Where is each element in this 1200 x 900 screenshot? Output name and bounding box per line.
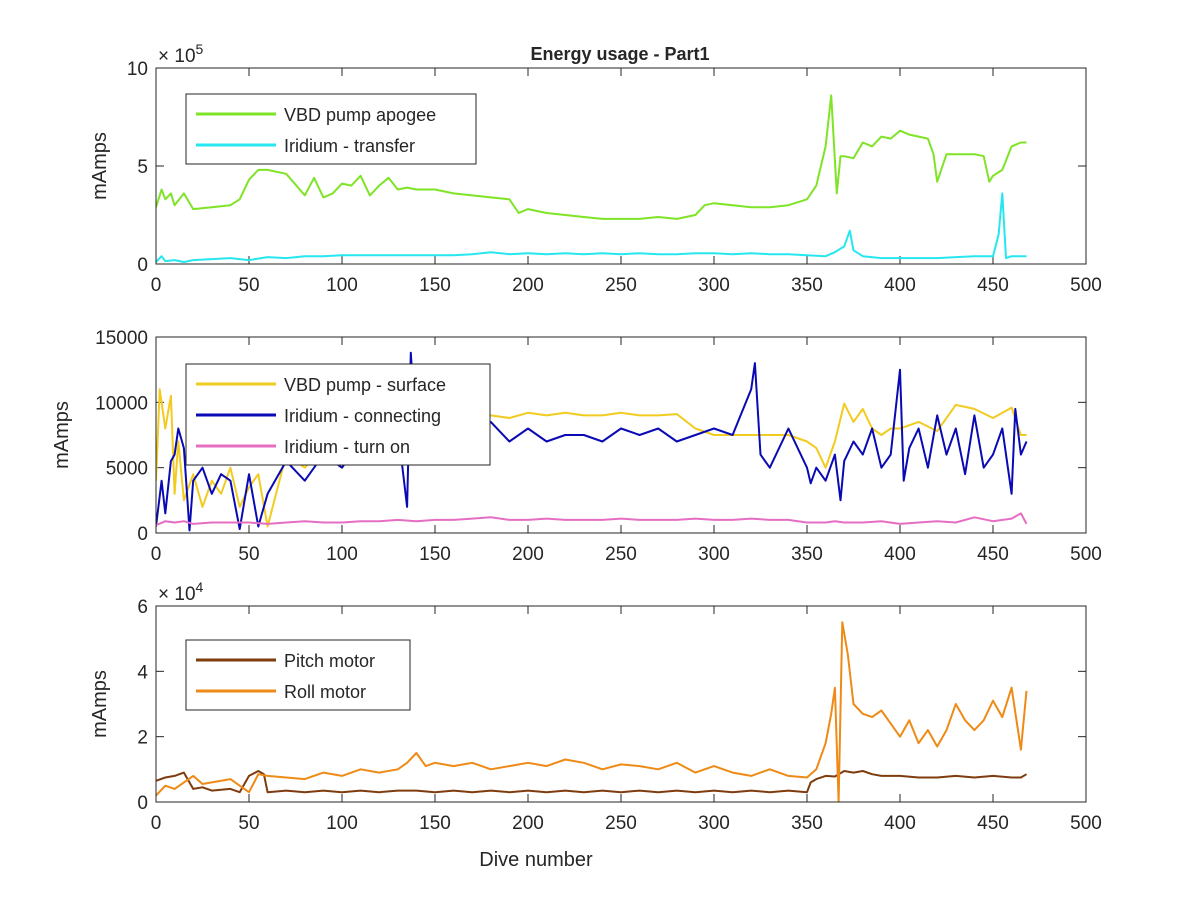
x-tick-label: 400 bbox=[884, 813, 916, 834]
legend: Pitch motor Roll motor bbox=[185, 639, 411, 711]
legend-entry: VBD pump - surface bbox=[284, 375, 446, 395]
x-tick-label: 250 bbox=[605, 813, 637, 834]
y-tick-label: 0 bbox=[137, 793, 148, 814]
y-tick-label: 5 bbox=[137, 157, 148, 178]
legend-box bbox=[185, 93, 477, 165]
x-tick-label: 400 bbox=[884, 544, 916, 565]
x-axis-label: Dive number bbox=[479, 849, 593, 871]
series-vbd-pump-apogee bbox=[156, 94, 1027, 220]
x-tick-label: 500 bbox=[1070, 544, 1102, 565]
legend-entry: Iridium - transfer bbox=[284, 136, 415, 156]
x-tick-label: 0 bbox=[151, 544, 162, 565]
legend-entry: Iridium - connecting bbox=[284, 406, 441, 426]
subplot-3: 0 50 100 150 200 250 300 350 400 450 500 0 2 4 6 × 104 m… bbox=[89, 579, 1102, 871]
axes-box bbox=[155, 605, 1087, 803]
x-tick-label: 300 bbox=[698, 275, 730, 296]
x-tick-label: 350 bbox=[791, 275, 823, 296]
y-tick-label: 0 bbox=[137, 255, 148, 276]
x-tick-label: 450 bbox=[977, 275, 1009, 296]
x-tick-label: 400 bbox=[884, 275, 916, 296]
y-tick-label: 6 bbox=[137, 597, 148, 618]
y-tick-label: 0 bbox=[137, 524, 148, 545]
x-tick-label: 350 bbox=[791, 544, 823, 565]
x-tick-label: 50 bbox=[238, 544, 259, 565]
x-tick-label: 150 bbox=[419, 544, 451, 565]
x-tick-label: 500 bbox=[1070, 813, 1102, 834]
x-tick-label: 350 bbox=[791, 813, 823, 834]
x-tick-label: 450 bbox=[977, 813, 1009, 834]
series-iridium-connecting bbox=[156, 351, 1028, 532]
exponent-label: × 104 bbox=[158, 579, 204, 605]
x-tick-label: 50 bbox=[238, 275, 259, 296]
y-axis-label: mAmps bbox=[51, 401, 73, 469]
x-tick-label: 100 bbox=[326, 813, 358, 834]
x-tick-label: 200 bbox=[512, 544, 544, 565]
subplot-2: 0 50 100 150 200 250 300 350 400 450 5000500010000… bbox=[51, 328, 1102, 565]
chart-title: Energy usage - Part1 bbox=[530, 44, 709, 64]
x-tick-label: 100 bbox=[326, 544, 358, 565]
legend-entry: Roll motor bbox=[284, 682, 366, 702]
x-tick-label: 250 bbox=[605, 275, 637, 296]
subplot-1: 0 50 100 150 200 250 300 350 400 450 500 0 5 10 × 105 m… bbox=[89, 41, 1102, 296]
series-roll-motor bbox=[156, 621, 1028, 802]
y-axis-label: mAmps bbox=[89, 670, 111, 738]
x-tick-label: 250 bbox=[605, 544, 637, 565]
series-pitch-motor bbox=[156, 770, 1028, 794]
series-iridium-transfer bbox=[156, 192, 1027, 263]
x-tick-label: 500 bbox=[1070, 275, 1102, 296]
y-tick-label: 10 bbox=[127, 59, 148, 80]
x-tick-label: 100 bbox=[326, 275, 358, 296]
x-tick-label: 150 bbox=[419, 275, 451, 296]
y-tick-label: 5000 bbox=[106, 459, 148, 480]
x-tick-label: 0 bbox=[151, 813, 162, 834]
legend-entry: Iridium - turn on bbox=[284, 437, 410, 457]
y-axis-label: mAmps bbox=[89, 132, 111, 200]
x-tick-label: 450 bbox=[977, 544, 1009, 565]
series-vbd-pump-surface bbox=[156, 388, 1027, 528]
x-tick-label: 200 bbox=[512, 813, 544, 834]
y-tick-label: 4 bbox=[137, 662, 148, 683]
y-tick-label: 15000 bbox=[95, 328, 148, 349]
legend: VBD pump - surface Iridium - connecting Ir… bbox=[185, 363, 491, 466]
x-tick-label: 300 bbox=[698, 813, 730, 834]
legend-entry: VBD pump apogee bbox=[284, 105, 436, 125]
legend: VBD pump apogee Iridium - transfer bbox=[185, 93, 477, 165]
x-tick-label: 150 bbox=[419, 813, 451, 834]
y-tick-label: 10000 bbox=[95, 393, 148, 414]
axes-box bbox=[155, 336, 1087, 534]
axes-box bbox=[155, 67, 1087, 265]
x-tick-label: 0 bbox=[151, 275, 162, 296]
x-tick-label: 300 bbox=[698, 544, 730, 565]
series-iridium-turn-on bbox=[156, 512, 1028, 527]
x-tick-label: 50 bbox=[238, 813, 259, 834]
y-tick-label: 2 bbox=[137, 728, 148, 749]
legend-entry: Pitch motor bbox=[284, 651, 375, 671]
legend-box bbox=[185, 639, 411, 711]
x-tick-label: 200 bbox=[512, 275, 544, 296]
exponent-label: × 105 bbox=[158, 41, 204, 67]
